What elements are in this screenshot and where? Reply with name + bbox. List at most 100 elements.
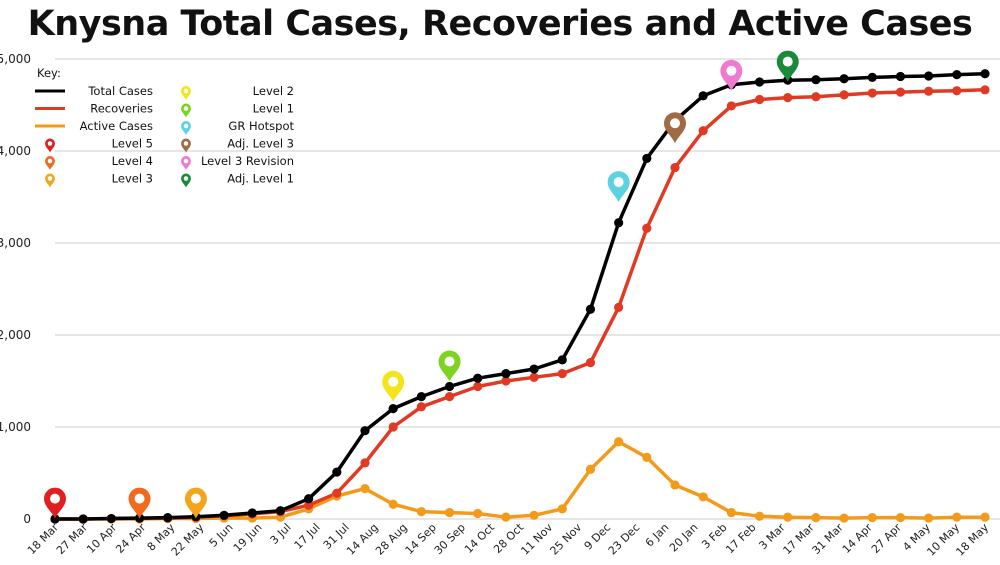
- data-point-total-cases: [585, 304, 596, 314]
- x-tick-label: 22 May: [169, 521, 207, 559]
- x-tick-label: 18 May: [953, 521, 991, 559]
- data-point-total-cases: [360, 426, 370, 436]
- data-point-active-cases: [980, 512, 990, 522]
- data-point-active-cases: [783, 512, 793, 522]
- legend-pin-icon: [181, 121, 191, 135]
- data-point-total-cases: [811, 75, 821, 85]
- data-point-total-cases: [106, 513, 116, 524]
- series-line-recoveries: [53, 88, 987, 521]
- data-point-recoveries: [529, 372, 539, 382]
- data-point-total-cases: [529, 364, 539, 374]
- data-point-total-cases: [416, 392, 426, 402]
- x-tick-label: 17 Mar: [781, 521, 818, 558]
- legend-entry: Level 2: [181, 84, 294, 100]
- legend-entry: Adj. Level 1: [181, 172, 294, 188]
- marker-icon-level-2: [382, 370, 405, 402]
- x-tick-label: 23 Dec: [606, 521, 643, 558]
- data-point-total-cases: [163, 513, 173, 523]
- data-point-active-cases: [416, 507, 426, 517]
- data-point-active-cases: [557, 504, 567, 514]
- data-point-recoveries: [360, 458, 370, 468]
- data-point-recoveries: [783, 93, 793, 103]
- data-point-recoveries: [980, 85, 990, 95]
- x-tick-label: 3 Jul: [268, 521, 294, 547]
- legend-entry: Level 1: [181, 102, 294, 118]
- legend-pin-icon: [45, 173, 55, 188]
- legend-pin-icon: [45, 156, 55, 170]
- data-point-recoveries: [811, 92, 821, 102]
- data-point-recoveries: [867, 88, 877, 98]
- legend-label: Level 3 Revision: [201, 154, 294, 168]
- x-tick-label: 20 Jan: [667, 521, 701, 555]
- legend-label: Level 2: [253, 84, 294, 98]
- data-point-recoveries: [895, 87, 906, 97]
- data-point-active-cases: [473, 508, 483, 519]
- data-point-total-cases: [867, 72, 877, 82]
- data-point-total-cases: [980, 69, 990, 79]
- data-point-total-cases: [839, 74, 849, 84]
- data-point-total-cases: [952, 70, 962, 80]
- data-point-recoveries: [416, 402, 426, 412]
- series-line-active-cases: [53, 439, 987, 521]
- legend-entry: Total Cases: [35, 84, 153, 98]
- data-point-total-cases: [304, 494, 314, 504]
- data-point-total-cases: [473, 373, 483, 383]
- chart-title: Knysna Total Cases, Recoveries and Activ…: [27, 4, 973, 44]
- data-point-recoveries: [473, 381, 483, 392]
- data-point-active-cases: [839, 513, 849, 523]
- data-point-total-cases: [698, 91, 708, 101]
- marker-icon-level-4: [128, 487, 151, 519]
- legend-pin-icon: [181, 156, 191, 170]
- data-point-recoveries: [501, 376, 511, 386]
- data-point-recoveries: [670, 162, 680, 173]
- x-tick-label: 14 Aug: [344, 521, 381, 558]
- data-point-recoveries: [726, 101, 736, 111]
- legend-entry: Level 5: [45, 137, 153, 153]
- legend-label: Adj. Level 1: [227, 172, 294, 186]
- data-point-active-cases: [811, 513, 821, 523]
- data-point-active-cases: [867, 513, 877, 523]
- data-point-total-cases: [50, 514, 60, 524]
- x-tick-label: 18 Mar: [25, 521, 62, 558]
- series-lines: [53, 71, 987, 521]
- y-tick-label: 2,000: [0, 328, 31, 342]
- data-point-active-cases: [952, 512, 962, 522]
- data-point-active-cases: [360, 484, 370, 494]
- data-point-total-cases: [557, 355, 567, 365]
- legend-entry: Recoveries: [35, 102, 153, 116]
- marker-icon-level-5: [44, 487, 66, 519]
- data-point-active-cases: [726, 507, 736, 518]
- x-tick-label: 30 Sep: [432, 521, 468, 557]
- data-point-recoveries: [614, 302, 624, 312]
- marker-icon-level-1: [438, 350, 461, 382]
- legend-pin-icon: [181, 173, 191, 188]
- data-point-recoveries: [952, 86, 962, 96]
- legend-entry: Active Cases: [35, 119, 153, 133]
- legend-pin-icon: [181, 86, 191, 100]
- data-point-active-cases: [529, 510, 539, 520]
- legend-entry: GR Hotspot: [181, 119, 294, 135]
- legend-entry: Level 3: [45, 172, 153, 188]
- legend-entry: Level 3 Revision: [181, 154, 294, 170]
- legend: Key: Total Cases Recoveries Active Cases Lev…: [35, 66, 294, 188]
- data-point-total-cases: [219, 510, 229, 520]
- data-point-total-cases: [247, 508, 257, 518]
- x-tick-label: 17 Feb: [723, 521, 758, 556]
- x-tick-label: 14 Oct: [462, 520, 497, 555]
- legend-label: Recoveries: [90, 102, 153, 116]
- data-point-total-cases: [275, 506, 286, 516]
- data-point-total-cases: [754, 77, 765, 87]
- legend-label: Adj. Level 3: [227, 137, 294, 151]
- y-tick-label: 3,000: [0, 236, 31, 250]
- legend-label: Total Cases: [87, 84, 153, 98]
- data-point-total-cases: [78, 514, 88, 524]
- legend-label: Level 4: [112, 154, 153, 168]
- data-point-total-cases: [614, 218, 624, 228]
- data-point-recoveries: [754, 94, 765, 105]
- data-point-active-cases: [924, 513, 934, 523]
- marker-icon-level-3-revision: [720, 59, 743, 91]
- legend-entry: Adj. Level 3: [181, 137, 294, 153]
- y-axis-ticks: 0 1,000 2,000 3,000 4,000 5,000: [0, 52, 31, 526]
